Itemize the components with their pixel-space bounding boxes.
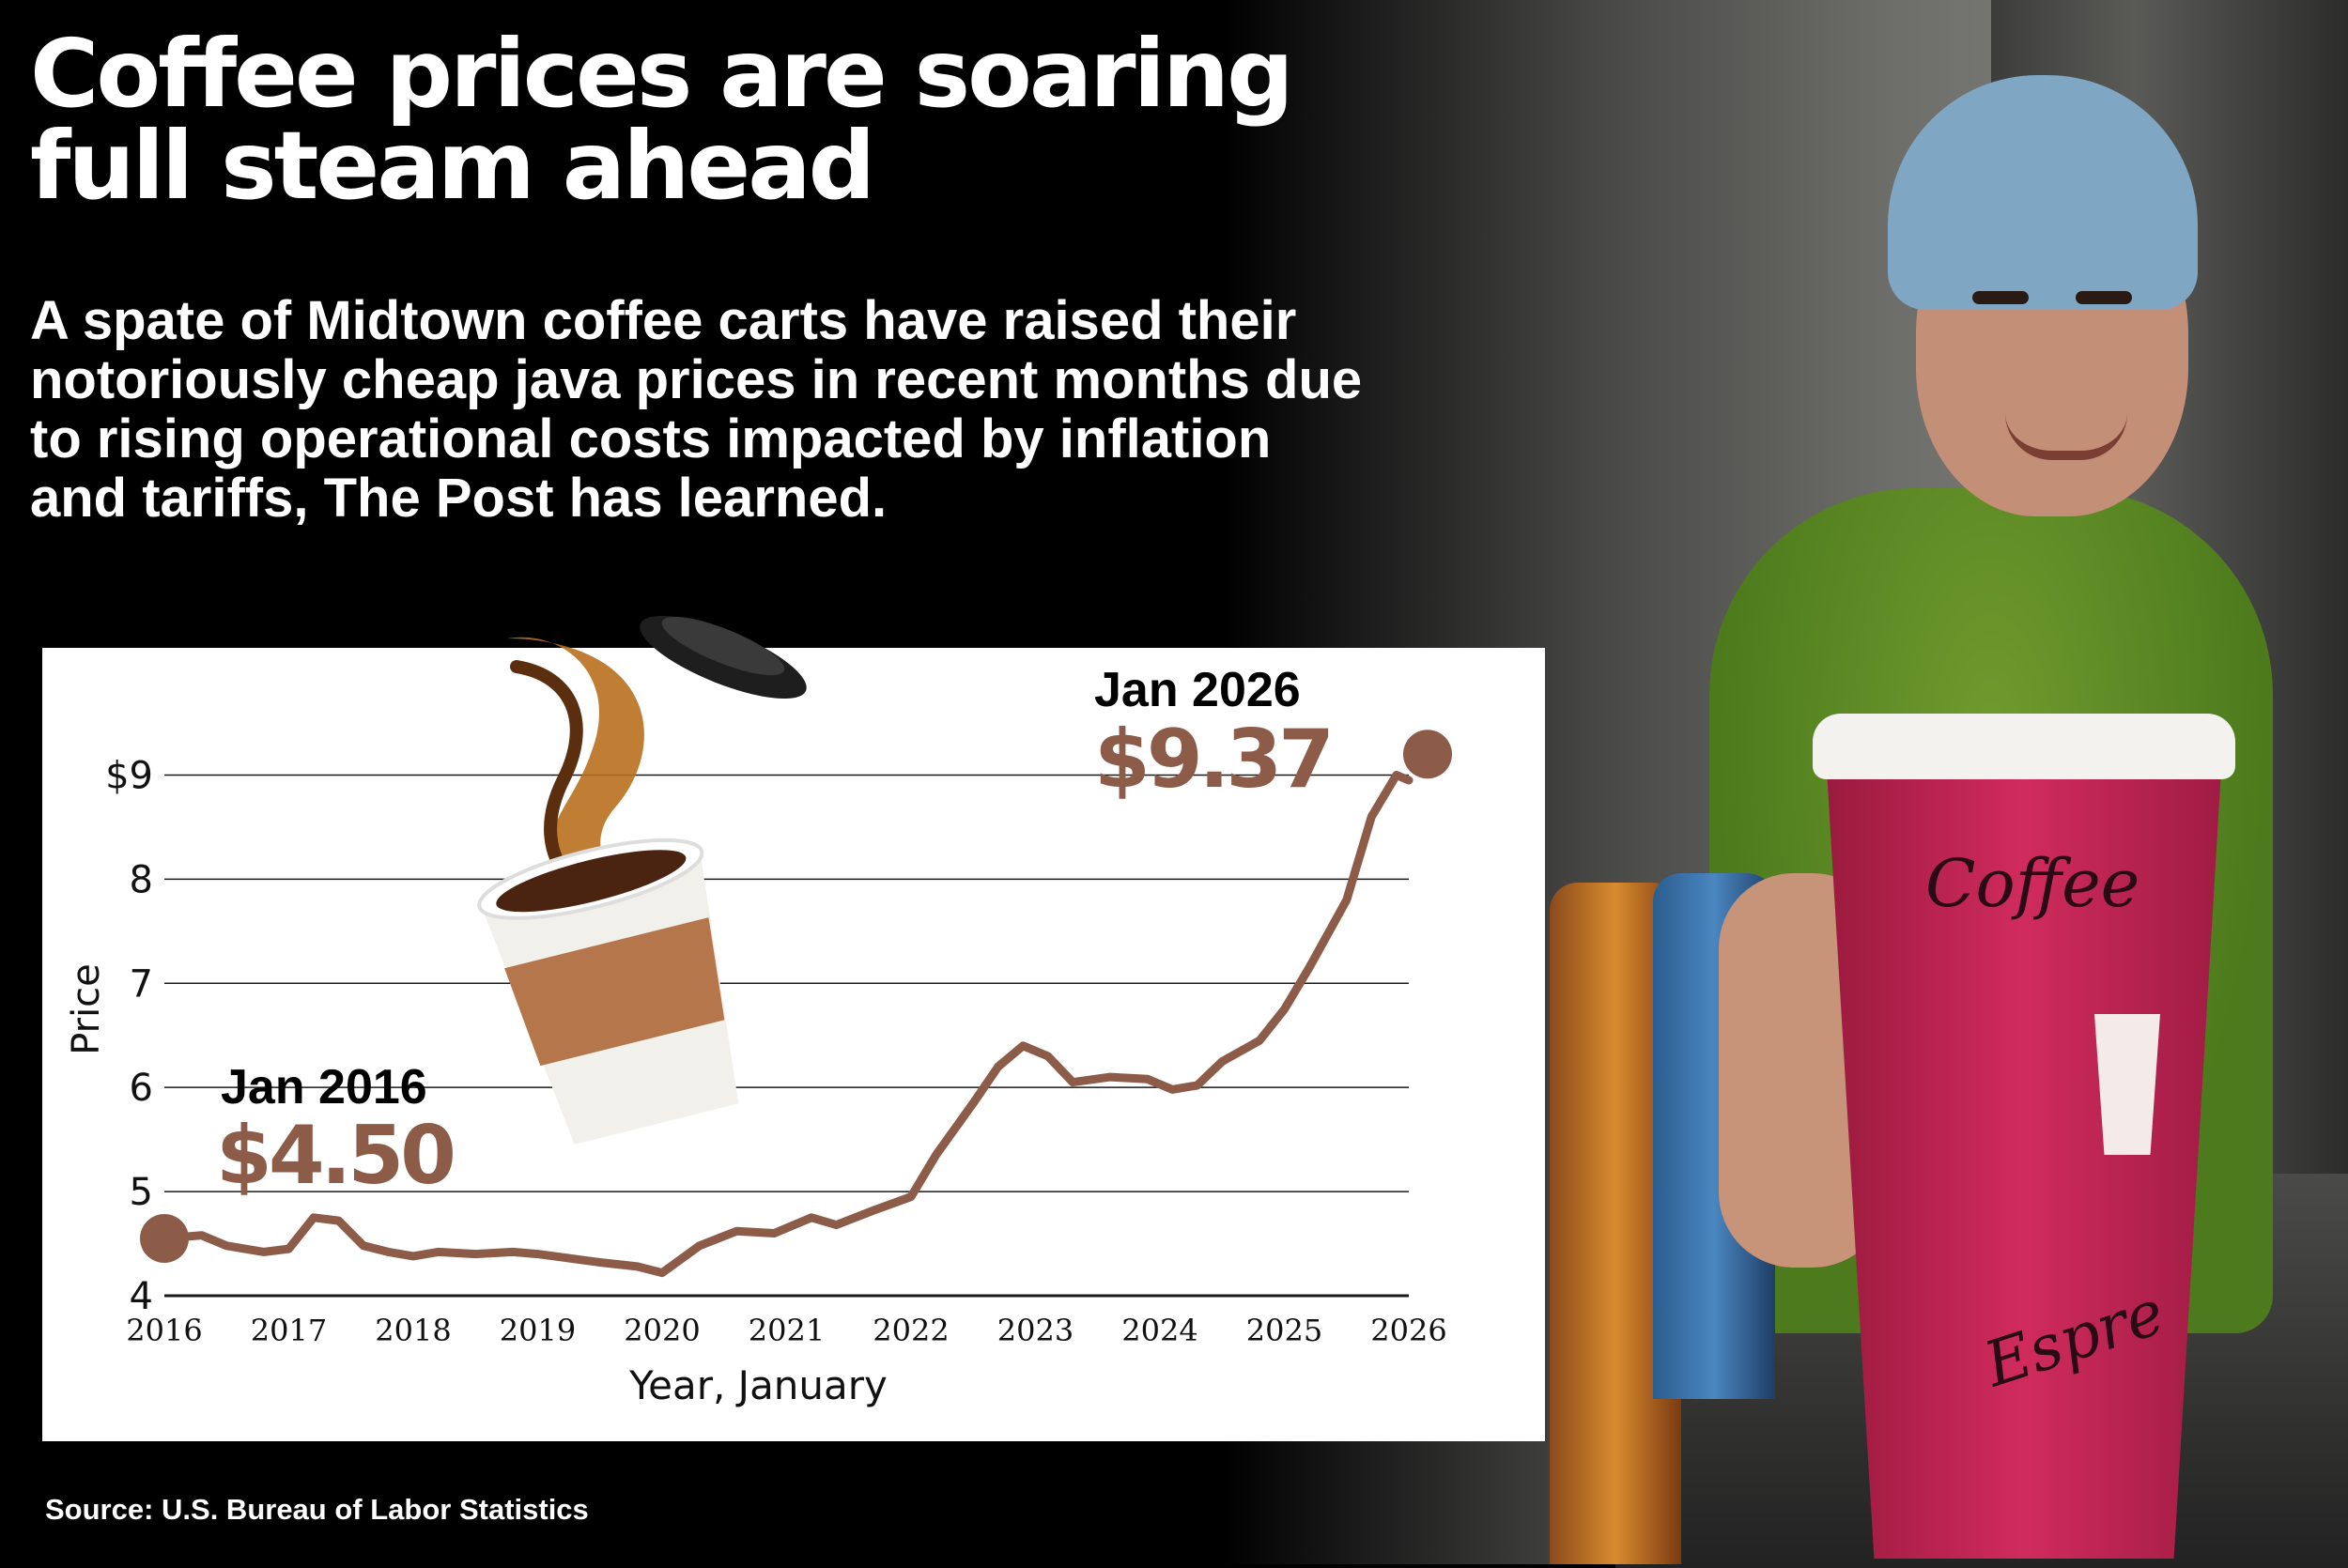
annotation-end-label: Jan 2026 bbox=[1094, 663, 1301, 717]
y-axis-label: Price bbox=[65, 963, 108, 1055]
annotation-end-value: $9.37 bbox=[1094, 713, 1331, 807]
point-end bbox=[1403, 730, 1452, 779]
annotation-start-label: Jan 2016 bbox=[221, 1060, 427, 1115]
red-cup-body bbox=[1827, 770, 2221, 1559]
coffee-splash-dark-icon bbox=[510, 660, 583, 889]
price-line-chart: 4 5 6 7 8 $9 2016 2017 2018 2019 2020 2021 2022 2023… bbox=[65, 663, 1452, 1408]
point-start bbox=[140, 1214, 189, 1263]
x-tick-label: 2024 bbox=[1121, 1313, 1197, 1348]
red-coffee-cup: Coffee Espre bbox=[1813, 714, 2235, 1559]
vendor-eye bbox=[2076, 291, 2132, 304]
x-tick-label: 2025 bbox=[1246, 1313, 1322, 1348]
cup-lid-icon bbox=[640, 615, 807, 699]
spilling-coffee-cup-illustration bbox=[477, 615, 807, 1145]
red-cup-lid bbox=[1813, 714, 2235, 779]
y-tick-label: 6 bbox=[130, 1067, 153, 1110]
y-tick-label: 5 bbox=[130, 1171, 153, 1214]
source-note: Source: U.S. Bureau of Labor Statistics bbox=[45, 1493, 589, 1526]
paper-cup-icon bbox=[477, 838, 739, 1145]
subhead: A spate of Midtown coffee carts have rai… bbox=[30, 290, 1363, 529]
annotation-start-value: $4.50 bbox=[216, 1109, 453, 1203]
y-tick-label: $9 bbox=[105, 754, 153, 797]
cup-print-mini-cup bbox=[2094, 1014, 2160, 1155]
vendor-smile bbox=[2005, 413, 2127, 460]
y-tick-label: 7 bbox=[130, 962, 153, 1006]
x-tick-label: 2019 bbox=[500, 1313, 576, 1348]
headline: Coffee prices are soaring full steam ahe… bbox=[30, 19, 1294, 221]
vendor-eye bbox=[1972, 291, 2029, 304]
y-tick-label: 4 bbox=[130, 1275, 153, 1318]
cup-label-coffee: Coffee bbox=[1925, 845, 2140, 922]
x-tick-label: 2023 bbox=[997, 1313, 1074, 1348]
x-tick-labels: 2016 2017 2018 2019 2020 2021 2022 2023 2024 2025… bbox=[126, 1313, 1446, 1348]
chart-panel bbox=[42, 648, 1545, 1441]
coffee-splash-icon bbox=[507, 637, 644, 918]
x-tick-label: 2026 bbox=[1370, 1313, 1446, 1348]
x-tick-label: 2018 bbox=[375, 1313, 451, 1348]
x-axis-label: Year, January bbox=[628, 1362, 888, 1408]
x-tick-label: 2016 bbox=[126, 1313, 202, 1348]
x-tick-label: 2021 bbox=[749, 1313, 825, 1348]
y-tick-labels: 4 5 6 7 8 $9 bbox=[105, 754, 153, 1318]
x-tick-label: 2017 bbox=[251, 1313, 327, 1348]
x-tick-label: 2022 bbox=[873, 1313, 949, 1348]
y-tick-label: 8 bbox=[130, 858, 153, 901]
vendor-denim-cap bbox=[1888, 75, 2198, 310]
grid-lines bbox=[164, 774, 1409, 1298]
x-tick-label: 2020 bbox=[624, 1313, 700, 1348]
series-line-price bbox=[160, 771, 1413, 1278]
